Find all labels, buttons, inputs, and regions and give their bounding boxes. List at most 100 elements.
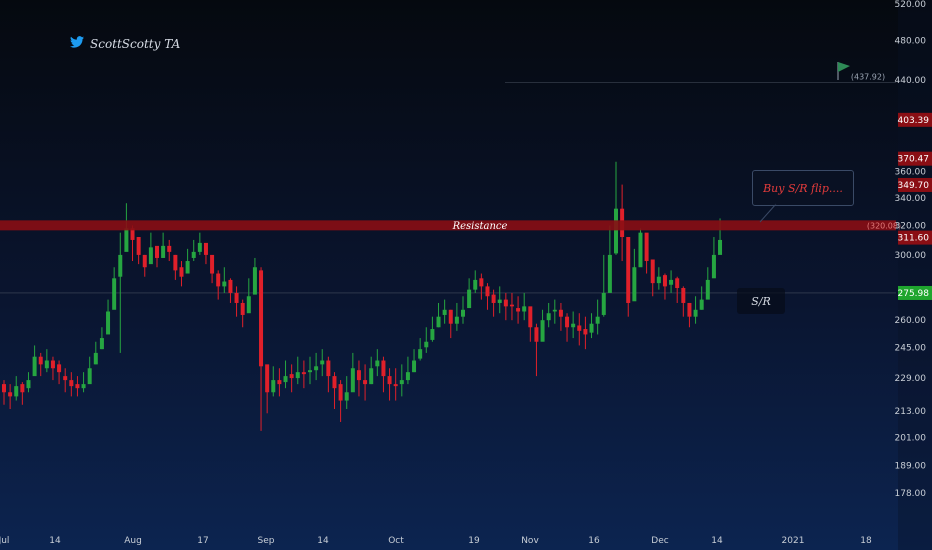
candle-body [155, 245, 159, 258]
candle-body [338, 384, 343, 401]
candle-body [136, 237, 141, 255]
candle-body [130, 228, 135, 240]
x-tick-label: 17 [197, 536, 208, 546]
candle-body [473, 279, 478, 290]
candle-body [589, 323, 594, 333]
candle-body [99, 338, 104, 350]
candle-body [461, 309, 465, 317]
y-tick-label: 320.00 [895, 221, 927, 231]
candle-body [718, 239, 723, 255]
candle-body [2, 384, 6, 393]
candle-body [38, 356, 43, 365]
candle-body [356, 370, 361, 381]
candle-body [350, 368, 355, 393]
candle-body [614, 208, 618, 254]
candle-body [63, 376, 68, 381]
candle-body [167, 245, 172, 252]
x-tick-label: Dec [651, 536, 668, 546]
candle-body [240, 302, 245, 315]
price-tag-label: 403.39 [898, 116, 930, 126]
x-tick-label: Sep [258, 536, 275, 546]
x-tick-label: 14 [49, 536, 61, 546]
candle-body [32, 356, 37, 377]
candle-body [387, 376, 392, 385]
candle-body [687, 302, 692, 317]
price-tag-label: 275.98 [898, 289, 930, 299]
y-tick-label: 520.00 [895, 0, 927, 10]
candle-body [216, 273, 221, 287]
candle-body [185, 261, 190, 274]
candle-body [118, 254, 123, 277]
x-tick-label: Aug [124, 536, 142, 546]
candle-body [632, 267, 637, 302]
candle-body [467, 289, 472, 309]
candle-body [534, 327, 539, 342]
y-tick-label: 360.00 [895, 168, 927, 178]
price-axis-bg [898, 0, 932, 550]
candle-body [454, 316, 459, 324]
candle-body [516, 308, 521, 312]
candle-body [522, 306, 527, 312]
candle-body [442, 309, 447, 315]
candle-body [540, 320, 545, 342]
candle-body [607, 254, 612, 293]
candle-body [106, 311, 111, 335]
candle-body [503, 299, 508, 307]
y-tick-label: 178.00 [895, 489, 927, 499]
candle-body [124, 228, 129, 252]
candle-body [148, 247, 153, 265]
candle-body [662, 275, 667, 287]
price-tag [898, 230, 932, 245]
candle-body [601, 292, 606, 315]
resistance-price: (320.08) [867, 221, 901, 230]
target-price-label: (437.92) [851, 72, 885, 81]
time-axis[interactable]: Jul 14 Aug 17 Sep 14 Oct 19 Nov 16 Dec 14 2021 18 [0, 536, 872, 546]
candle-body [546, 313, 551, 321]
watermark: ScottScotty TA [70, 36, 180, 51]
price-axis[interactable]: 520.00 480.00 440.00 360.00 340.00 320.00 300.… [895, 0, 932, 550]
candle-body [44, 360, 49, 369]
candle-body [583, 329, 588, 335]
candle-body [369, 368, 374, 385]
resistance-label: Resistance [452, 221, 508, 232]
price-tag-label: 349.70 [898, 181, 930, 191]
candle-body [344, 392, 349, 401]
candle-body [179, 267, 184, 277]
candle-body [252, 267, 257, 295]
candle-body [424, 341, 429, 348]
candle-body [320, 360, 325, 365]
candle-body [87, 368, 92, 385]
candle-body [552, 309, 557, 312]
candle-body [681, 288, 686, 303]
y-tick-label: 260.00 [895, 316, 927, 326]
candle-body [399, 380, 404, 385]
candle-body [246, 296, 251, 314]
candle-body [210, 254, 215, 274]
candle-body [283, 376, 288, 383]
candle-body [69, 380, 74, 387]
y-tick-label: 189.00 [895, 462, 927, 472]
candle-body [228, 279, 233, 293]
sr-label-box: S/R [737, 288, 785, 314]
candle-body [393, 384, 398, 387]
watermark-text: ScottScotty TA [90, 36, 181, 51]
price-tag-label: 370.47 [898, 155, 930, 165]
candle-body [479, 278, 484, 287]
flag-cloth [838, 62, 850, 72]
candle-body [381, 360, 386, 377]
flip-note-text: Buy S/R flip.... [763, 181, 843, 195]
y-tick-label: 213.00 [895, 407, 927, 417]
candle-body [259, 270, 264, 367]
candle-body [75, 384, 80, 389]
candle-body [20, 384, 25, 393]
candle-body [644, 232, 649, 262]
candle-body [656, 276, 661, 284]
x-tick-label: Jul [0, 536, 9, 546]
candle-body [314, 366, 319, 371]
candles [2, 161, 723, 431]
x-tick-label: 19 [468, 536, 480, 546]
candle-body [448, 309, 453, 324]
candle-body [699, 299, 704, 310]
candle-body [565, 316, 570, 328]
